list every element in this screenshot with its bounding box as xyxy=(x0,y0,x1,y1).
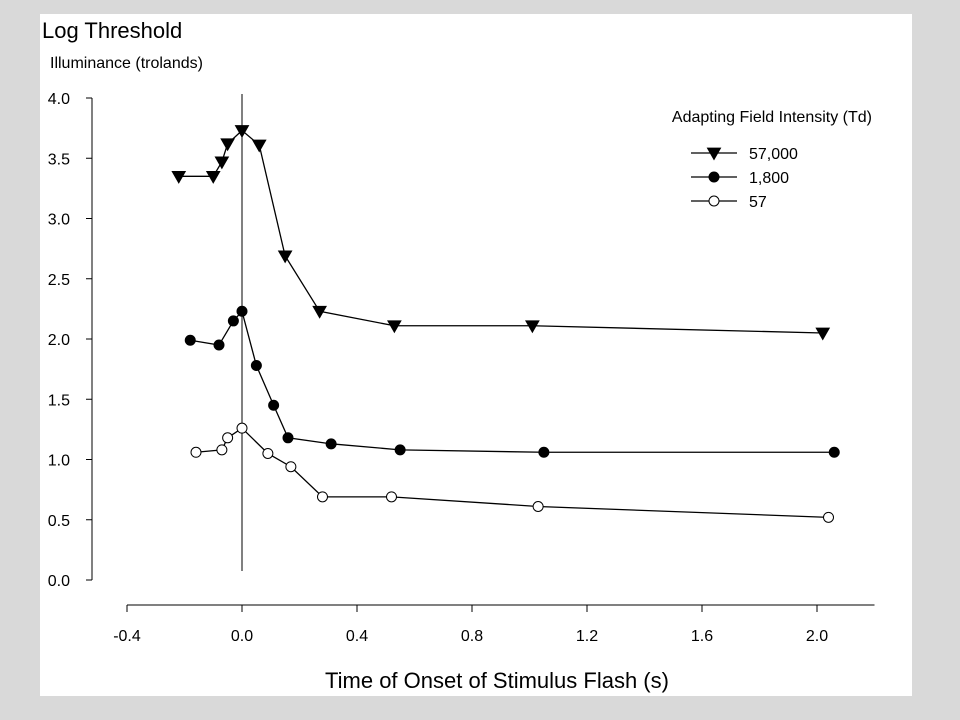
y-tick-label: 1.0 xyxy=(48,453,70,470)
data-point xyxy=(532,500,544,512)
y-tick-label: 2.0 xyxy=(48,332,70,349)
legend-title: Adapting Field Intensity (Td) xyxy=(672,109,872,126)
data-point xyxy=(525,320,540,334)
x-tick-label: -0.4 xyxy=(113,628,141,645)
y-tick-label: 0.0 xyxy=(48,573,70,590)
series-line xyxy=(195,427,829,518)
legend-marker xyxy=(708,195,720,207)
y-tick-label: 3.0 xyxy=(48,212,70,229)
data-point xyxy=(250,360,262,372)
data-point xyxy=(205,170,221,184)
legend-entry: 57 xyxy=(749,194,767,211)
series-2 xyxy=(184,305,840,458)
data-point xyxy=(317,491,328,503)
series-line xyxy=(178,129,823,334)
data-point xyxy=(538,446,550,458)
data-point xyxy=(220,138,235,152)
data-point xyxy=(262,447,274,459)
data-point xyxy=(222,432,234,444)
data-point xyxy=(282,432,294,444)
data-point xyxy=(184,334,196,346)
chart-title: Log Threshold xyxy=(42,18,182,43)
data-point xyxy=(236,305,248,317)
legend-items: 57,000 1,800 57 xyxy=(691,146,798,211)
data-point xyxy=(386,491,397,503)
legend: Adapting Field Intensity (Td) 57,000 1,80… xyxy=(672,109,872,211)
y-tick-label: 4.0 xyxy=(48,91,70,108)
data-point xyxy=(251,139,267,153)
data-point xyxy=(325,438,337,450)
data-point xyxy=(234,125,250,139)
plot-area xyxy=(171,125,840,523)
x-axis-label: Time of Onset of Stimulus Flash (s) xyxy=(325,668,669,693)
data-point xyxy=(171,170,187,184)
x-tick-label: 2.0 xyxy=(806,628,828,645)
x-tick-label: 0.8 xyxy=(461,628,483,645)
y-tick-label: 3.5 xyxy=(48,151,70,168)
legend-entry: 1,800 xyxy=(749,170,789,187)
data-point xyxy=(268,399,280,411)
legend-entry: 57,000 xyxy=(749,146,798,163)
series-3 xyxy=(190,422,834,523)
data-point xyxy=(823,511,834,523)
y-tick-labels: 0.0 0.5 1.0 1.5 2.0 2.5 3.0 3.5 4.0 xyxy=(48,91,92,590)
data-point xyxy=(236,422,248,434)
series-line xyxy=(190,309,835,453)
y-axis-label: Illuminance (trolands) xyxy=(50,55,203,72)
data-point xyxy=(815,327,831,341)
y-tick-label: 2.5 xyxy=(48,272,70,289)
data-point xyxy=(312,305,327,319)
data-point xyxy=(227,315,239,327)
data-point xyxy=(213,339,225,351)
threshold-chart: Log Threshold Illuminance (trolands) Tim… xyxy=(42,18,875,693)
legend-marker xyxy=(708,171,720,183)
x-tick-label: 1.2 xyxy=(576,628,598,645)
x-tick-label: 0.4 xyxy=(346,628,368,645)
chart-panel: Log Threshold Illuminance (trolands) Tim… xyxy=(40,14,912,696)
data-point xyxy=(277,250,293,264)
legend-marker xyxy=(706,147,722,161)
series-1 xyxy=(171,125,831,341)
y-tick-label: 1.5 xyxy=(48,392,70,409)
data-point xyxy=(387,320,402,334)
data-point xyxy=(394,444,406,456)
data-point xyxy=(190,446,202,458)
data-point xyxy=(828,446,840,458)
data-point xyxy=(214,156,230,170)
data-point xyxy=(216,444,228,456)
x-tick-labels: -0.4 0.0 0.4 0.8 1.2 1.6 2.0 xyxy=(113,605,828,645)
x-tick-label: 0.0 xyxy=(231,628,253,645)
x-tick-label: 1.6 xyxy=(691,628,713,645)
data-point xyxy=(285,461,297,473)
y-tick-label: 0.5 xyxy=(48,513,70,530)
